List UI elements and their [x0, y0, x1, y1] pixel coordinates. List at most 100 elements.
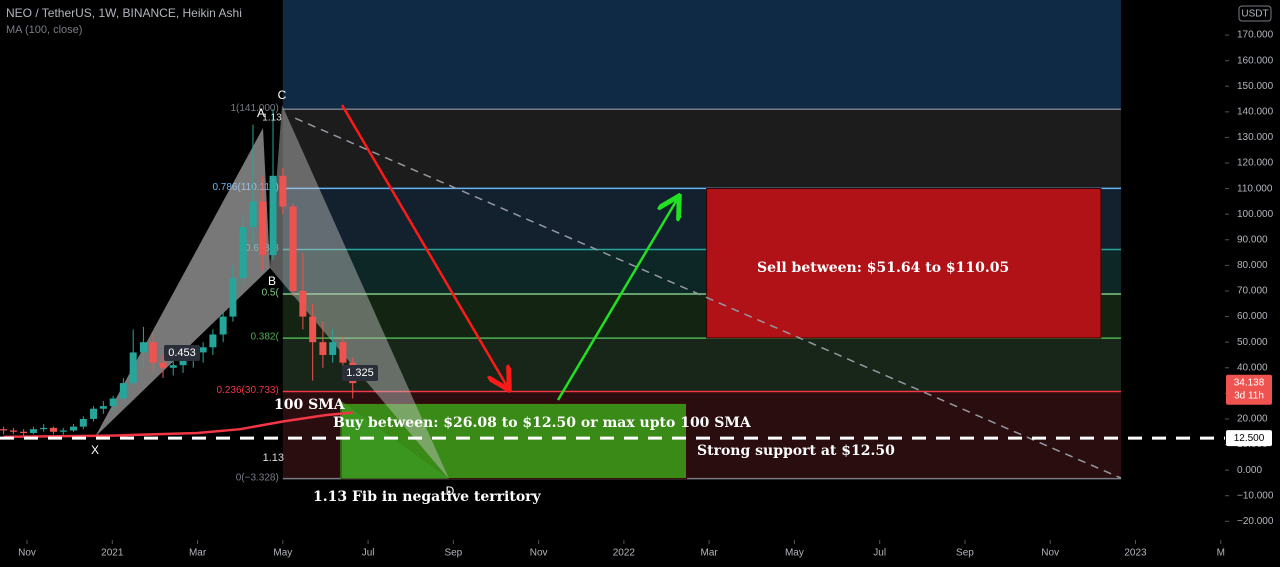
y-tick-label: 150.000 [1237, 81, 1274, 92]
candle-body [159, 362, 167, 368]
y-tick-label: 120.000 [1237, 158, 1274, 169]
candle-body [339, 342, 347, 363]
x-tick-label: Nov [530, 548, 548, 559]
point-x: X [91, 443, 99, 457]
y-tick-label: 130.000 [1237, 132, 1274, 143]
y-tick-label: 160.000 [1237, 55, 1274, 66]
support-text: Strong support at $12.50 [697, 443, 895, 459]
x-tick-label: 2023 [1124, 548, 1147, 559]
overlays: Sell between: $51.64 to $110.05 Buy betw… [0, 6, 1225, 505]
x-tick-label: May [273, 548, 292, 559]
fib-note: 1.13 Fib in negative territory [313, 489, 542, 505]
x-tick-label: 2022 [613, 548, 636, 559]
candle-body [259, 201, 267, 256]
axes: USDT −20.000−10.0000.00010.00020.00030.0… [18, 0, 1280, 567]
x-tick-label: Sep [444, 548, 462, 559]
candle-body [90, 408, 98, 419]
fib-band [282, 109, 1121, 189]
x-tick-label: Jul [362, 548, 375, 559]
point-a: A [257, 106, 265, 120]
candle-body [79, 418, 87, 427]
candle-body [49, 427, 57, 432]
candle-body [329, 342, 337, 355]
x-tick-label: Nov [1041, 548, 1059, 559]
candle-body [9, 430, 17, 432]
candle-body [199, 347, 207, 353]
y-tick-label: −20.000 [1237, 516, 1274, 527]
y-tick-label: 40.000 [1237, 362, 1268, 373]
chart-title: NEO / TetherUS, 1W, BINANCE, Heikin Ashi [6, 6, 242, 20]
candle-body [279, 175, 287, 207]
y-tick-label: 110.000 [1237, 183, 1273, 194]
ratio-label: 1.13 [262, 113, 282, 124]
candle-body [249, 201, 257, 228]
candle-body [69, 426, 77, 431]
fib-label: 0(−3.328) [236, 472, 279, 483]
y-tick-label: 60.000 [1237, 311, 1268, 322]
fib-band [282, 338, 1121, 392]
price-badge [1226, 374, 1272, 405]
y-tick-label: 170.000 [1237, 30, 1274, 41]
x-tick-label: 2021 [101, 548, 124, 559]
currency: USDT [1241, 9, 1268, 20]
candle-body [0, 429, 8, 431]
buy-text: Buy between: $26.08 to $12.50 or max upt… [333, 415, 752, 431]
candle-body [40, 427, 48, 430]
pattern-xab [95, 128, 270, 437]
candle-body [169, 365, 177, 368]
support-badge-label: 12.500 [1234, 433, 1265, 444]
candle-body [229, 278, 237, 317]
fib-label: 0.5( [262, 288, 280, 299]
candle-body [289, 206, 297, 291]
ratio-box [342, 365, 378, 381]
candle-body [299, 290, 307, 317]
y-tick-label: −10.000 [1237, 490, 1274, 501]
candle-body [29, 429, 37, 434]
fib-label: 0.236(30.733) [217, 385, 279, 396]
candle-body [139, 342, 147, 353]
currency-badge[interactable] [1238, 5, 1272, 22]
fib-label: 0.382( [250, 332, 279, 343]
ma-line [3, 411, 353, 439]
fib-label: 1(141.000) [230, 103, 278, 114]
point-b: B [268, 274, 276, 288]
ratio-label: 1.325 [346, 367, 374, 379]
candle-body [269, 175, 277, 256]
y-tick-label: 100.000 [1237, 209, 1274, 220]
candle-body [309, 316, 317, 343]
candle-body [209, 334, 217, 348]
candle-body [129, 352, 137, 384]
price-axis [1225, 0, 1280, 567]
countdown: 3d 11h [1234, 390, 1264, 401]
x-tick-label: Mar [701, 548, 719, 559]
candles [0, 109, 357, 439]
ratio-box [164, 345, 200, 361]
candle-body [179, 357, 187, 366]
y-tick-label: 70.000 [1237, 286, 1268, 297]
harmonic-pattern [95, 105, 449, 479]
candle-body [149, 342, 157, 363]
point-c: C [278, 88, 287, 102]
trendline [294, 117, 1122, 479]
down-arrow [340, 104, 508, 388]
y-tick-label: 80.000 [1237, 260, 1268, 271]
x-tick-label: Nov [18, 548, 36, 559]
ratio-label: 0.453 [168, 347, 196, 359]
y-tick-label: 0.000 [1237, 465, 1262, 476]
candle-body [59, 430, 67, 432]
pattern-bcd [270, 105, 449, 479]
support-badge [1226, 430, 1272, 447]
price-badge-label: 34.138 [1234, 377, 1265, 388]
zones [340, 187, 1102, 480]
candle-body [109, 398, 117, 407]
candle-body [319, 342, 327, 355]
candle-body [239, 227, 247, 279]
x-tick-label: Mar [189, 548, 207, 559]
candle-body [119, 383, 127, 399]
y-tick-label: 50.000 [1237, 337, 1268, 348]
ratio-label: 1.13 [263, 452, 284, 464]
x-tick-label: M [1217, 548, 1225, 559]
fib-top-band [282, 0, 1121, 110]
sma-note: 100 SMA [274, 397, 346, 413]
